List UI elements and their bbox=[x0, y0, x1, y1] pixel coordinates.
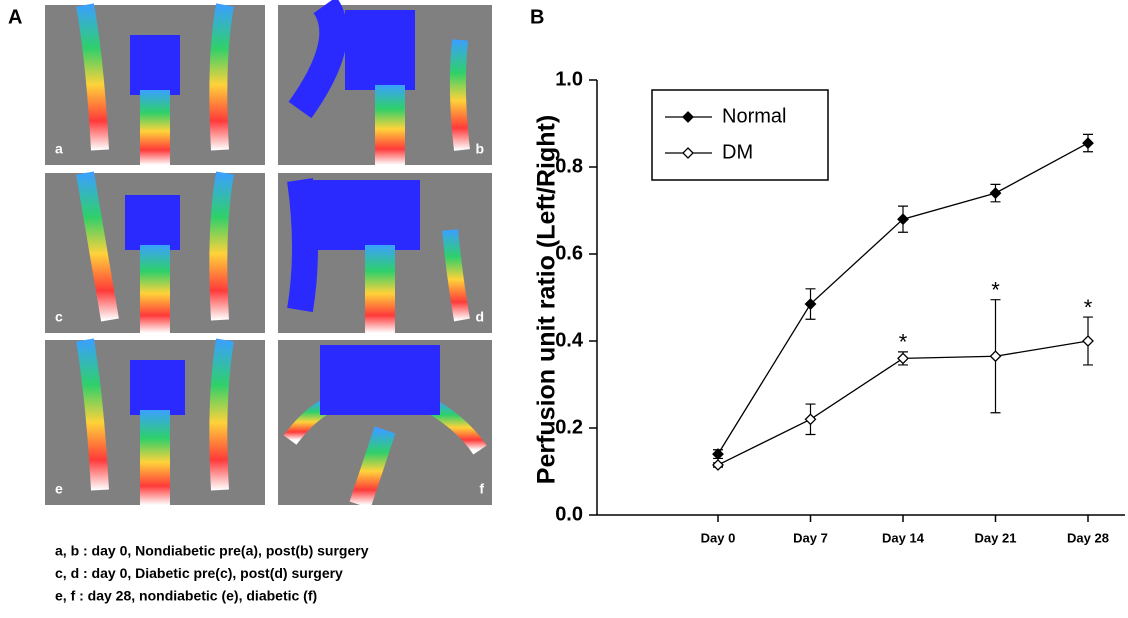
image-label: b bbox=[475, 141, 484, 157]
legend-marker bbox=[682, 111, 694, 123]
series-line bbox=[717, 142, 1089, 455]
legend-label: DM bbox=[722, 141, 753, 163]
x-tick-label: Day 21 bbox=[975, 530, 1017, 545]
image bbox=[278, 340, 492, 509]
x-tick-label: Day 14 bbox=[882, 530, 925, 545]
x-tick-label: Day 0 bbox=[701, 530, 736, 545]
annotation: * bbox=[899, 330, 908, 355]
image-label: f bbox=[479, 481, 484, 497]
caption-line: c, d : day 0, Diabetic pre(c), post(d) s… bbox=[55, 565, 343, 581]
annotation: * bbox=[1084, 295, 1093, 320]
data-point bbox=[989, 350, 1002, 363]
x-tick-label: Day 28 bbox=[1067, 530, 1109, 545]
image bbox=[45, 3, 265, 165]
y-tick-label: 0.4 bbox=[555, 329, 584, 351]
panel-label: A bbox=[8, 6, 22, 28]
panel-label: B bbox=[530, 6, 544, 28]
data-point bbox=[712, 448, 724, 461]
image-label: a bbox=[55, 141, 63, 157]
y-tick-label: 1.0 bbox=[555, 68, 583, 90]
image-label: d bbox=[475, 309, 484, 325]
image-label: e bbox=[55, 481, 63, 497]
y-axis-label: Perfusion unit ratio (Left/Right) bbox=[533, 115, 561, 484]
data-point bbox=[804, 413, 817, 426]
y-tick-label: 0.6 bbox=[555, 242, 583, 264]
image bbox=[45, 171, 265, 333]
x-tick-label: Day 7 bbox=[793, 530, 828, 545]
data-point bbox=[804, 298, 817, 310]
data-point bbox=[897, 213, 909, 226]
image-label: c bbox=[55, 309, 63, 325]
data-point bbox=[712, 459, 724, 471]
y-tick-label: 0.2 bbox=[555, 416, 583, 438]
image bbox=[278, 173, 492, 333]
legend-label: Normal bbox=[722, 105, 786, 127]
legend-marker bbox=[682, 147, 694, 159]
y-tick-label: 0.8 bbox=[555, 155, 583, 177]
data-point bbox=[897, 352, 909, 365]
data-point bbox=[1082, 137, 1094, 149]
y-tick-label: 0.0 bbox=[555, 503, 583, 525]
caption-line: a, b : day 0, Nondiabetic pre(a), post(b… bbox=[55, 543, 369, 559]
image-panel bbox=[45, 0, 492, 509]
caption-line: e, f : day 28, nondiabetic (e), diabetic… bbox=[55, 588, 317, 604]
data-point bbox=[1082, 335, 1094, 347]
legend-box bbox=[651, 89, 829, 181]
image bbox=[45, 338, 265, 505]
image bbox=[278, 0, 492, 165]
data-point bbox=[989, 187, 1002, 200]
annotation: * bbox=[991, 277, 1000, 302]
